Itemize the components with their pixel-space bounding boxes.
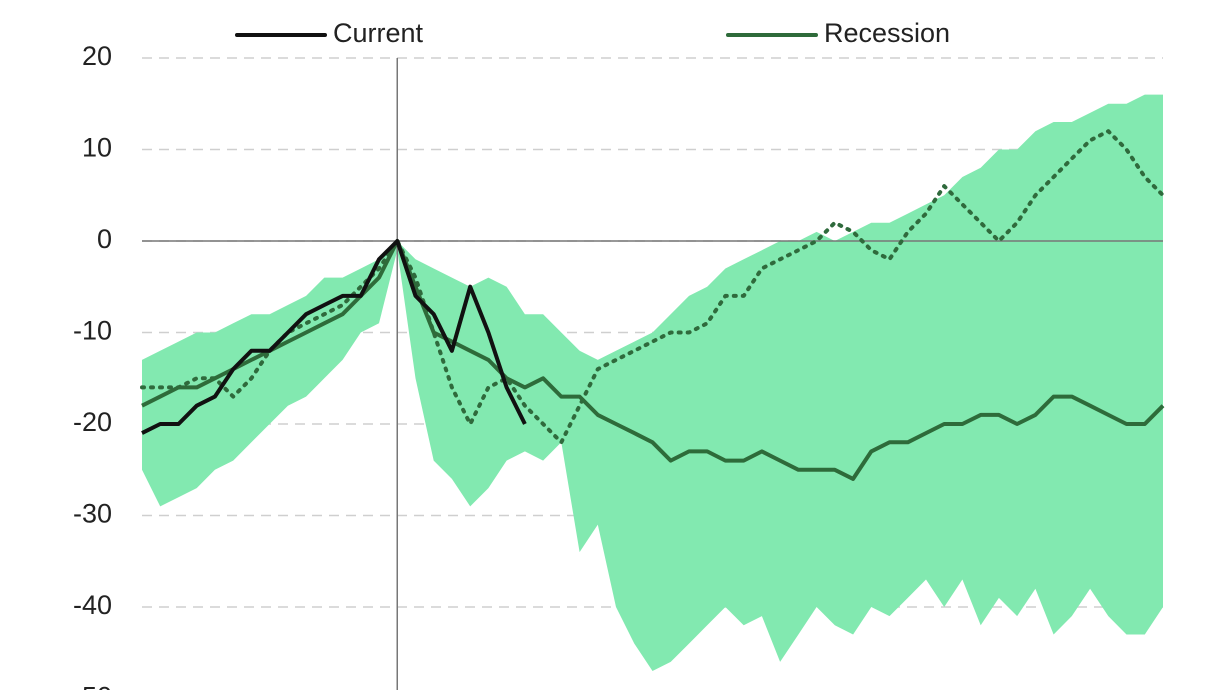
range-band xyxy=(142,94,1163,672)
y-tick-label: 10 xyxy=(82,133,112,163)
legend-label: Current xyxy=(333,18,424,48)
series-line xyxy=(141,239,527,435)
y-tick-label: 20 xyxy=(82,41,112,71)
y-tick-label: 0 xyxy=(97,224,112,254)
y-tick-label: -50 xyxy=(73,682,112,690)
y-tick-label: -20 xyxy=(73,407,112,437)
y-tick-label: -30 xyxy=(73,499,112,529)
series-line xyxy=(141,239,1165,481)
y-tick-label: -10 xyxy=(73,316,112,346)
series-line xyxy=(140,129,1165,445)
y-tick-label: -40 xyxy=(73,590,112,620)
legend-label: Recession xyxy=(824,18,950,48)
